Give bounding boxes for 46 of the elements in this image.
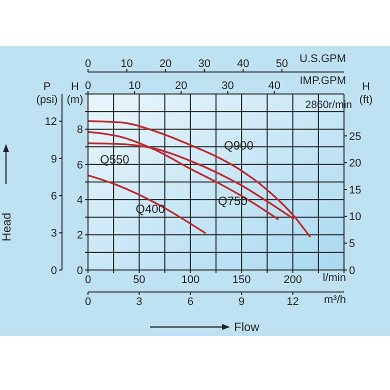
x2-tick-label: 10 <box>120 58 133 70</box>
y2-tick-label: 5 <box>349 238 356 250</box>
text: 10 <box>128 80 141 92</box>
y2-tick-label: 20 <box>349 158 362 170</box>
x2-tick-label: 40 <box>237 58 250 70</box>
y2-tick-label: 25 <box>349 130 362 143</box>
y-tick-label: 8 <box>76 124 83 136</box>
y3-tick-label: 0 <box>50 264 57 277</box>
text: 30 <box>222 80 234 92</box>
y3-axis-title: P (psi) <box>36 81 58 106</box>
text: 40 <box>268 80 280 92</box>
text: 0 <box>84 80 92 92</box>
x-axis-title: l/min <box>322 272 346 284</box>
text: m³/h <box>324 294 346 306</box>
x2-tick-label: 20 <box>159 58 172 70</box>
y-axis-title: H (m) <box>66 81 84 106</box>
y-tick-label: 2 <box>76 230 83 242</box>
text: 12 <box>286 296 299 308</box>
x2-tick-label: 50 <box>276 58 288 70</box>
y-tick-label: 6 <box>76 159 83 172</box>
x-tick-label: 200 <box>284 274 302 286</box>
text: 20 <box>175 80 188 92</box>
y-tick-label: 4 <box>76 194 83 207</box>
text: 6 <box>187 296 194 308</box>
y3-tick-label: 6 <box>50 190 57 203</box>
text: IMP.GPM <box>300 75 346 87</box>
text: Head <box>0 212 14 242</box>
text: 0 <box>84 296 92 308</box>
y3-tick-label: 3 <box>50 228 57 240</box>
y2-tick-label: 15 <box>349 184 362 196</box>
text: 3 <box>136 296 142 308</box>
x2-tick-label: 30 <box>198 58 210 70</box>
x-tick-label: 0 <box>84 274 92 286</box>
y3-tick-label: 12 <box>44 116 57 128</box>
y2-tick-label: 10 <box>349 211 362 224</box>
text: Flow <box>234 320 260 334</box>
x-tick-label: 100 <box>181 274 200 286</box>
y2-axis-title: H (ft) <box>359 81 373 106</box>
x-tick-label: 150 <box>232 274 251 286</box>
y2-tick-label: 0 <box>349 264 356 277</box>
y-tick-label: 0 <box>76 264 83 277</box>
x-tick-label: 50 <box>133 274 146 286</box>
text: 9 <box>238 296 245 308</box>
y3-tick-label: 9 <box>50 153 57 166</box>
x2-tick-label: 0 <box>84 58 92 70</box>
x2-axis-title: U.S.GPM <box>300 53 346 65</box>
